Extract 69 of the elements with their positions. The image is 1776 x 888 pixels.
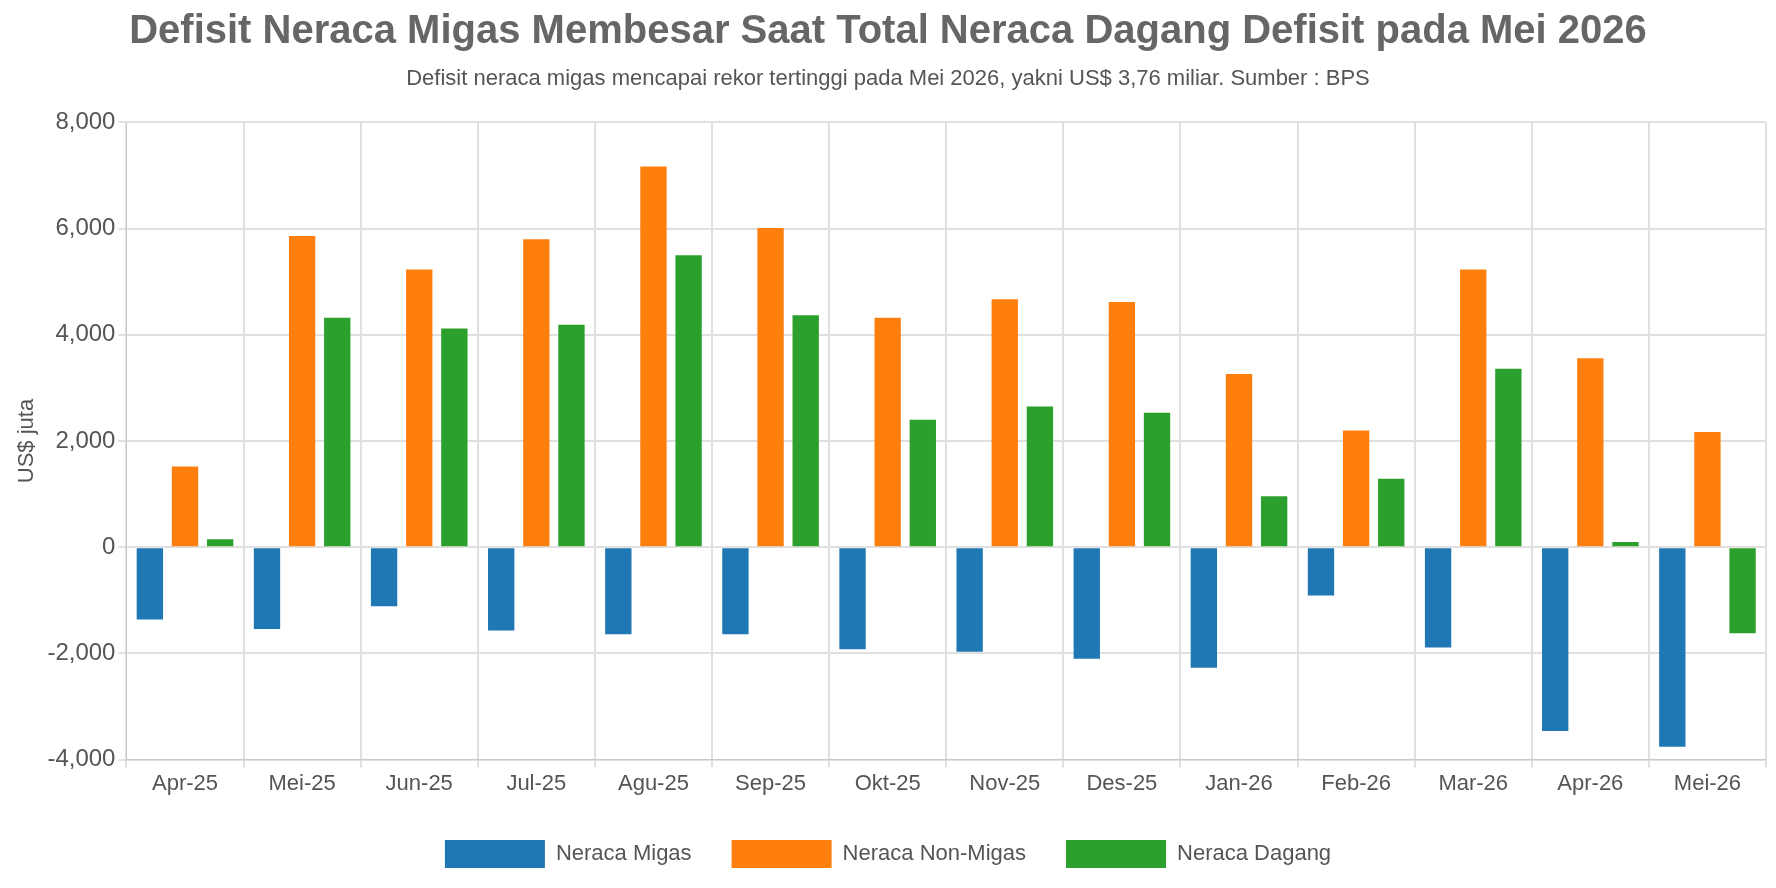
legend-label: Neraca Migas <box>555 840 692 866</box>
bar <box>874 317 901 547</box>
bar <box>675 255 702 547</box>
bar <box>640 166 667 547</box>
bar <box>370 548 398 607</box>
bar <box>1260 496 1288 547</box>
y-axis-title: US$ juta <box>13 398 39 484</box>
bar <box>441 328 468 547</box>
bar <box>792 315 819 547</box>
bar <box>1225 374 1253 547</box>
y-tick-label: 8,000 <box>55 107 116 135</box>
bar <box>136 548 164 620</box>
bar <box>1495 368 1522 547</box>
x-tick-label: Jul-25 <box>506 769 567 795</box>
bar <box>1659 548 1686 747</box>
bar <box>1460 269 1487 547</box>
legend-label: Neraca Non-Migas <box>842 840 1027 866</box>
bar <box>1307 548 1335 596</box>
bar <box>288 236 316 547</box>
x-tick-label: Sep-25 <box>735 769 807 795</box>
x-tick-label: Mei-26 <box>1673 769 1742 795</box>
y-tick-label: 4,000 <box>55 319 116 347</box>
bar <box>488 548 515 631</box>
bar <box>1424 548 1452 648</box>
x-tick-label: Des-25 <box>1086 769 1158 795</box>
bar <box>1073 548 1100 659</box>
bar <box>1542 548 1569 731</box>
bar <box>1190 548 1218 668</box>
x-tick-label: Mei-25 <box>268 769 336 795</box>
x-tick-label: Jan-26 <box>1205 769 1273 795</box>
x-tick-label: Agu-25 <box>617 769 689 795</box>
bar <box>171 466 199 547</box>
bar <box>324 317 351 547</box>
legend-label: Neraca Dagang <box>1177 840 1332 866</box>
x-tick-label: Nov-25 <box>969 769 1041 795</box>
y-tick-label: -2,000 <box>47 638 116 666</box>
bar <box>757 228 784 547</box>
y-tick-label: -4,000 <box>47 744 116 772</box>
bar <box>991 299 1018 547</box>
bar <box>1694 431 1721 547</box>
bar <box>1342 430 1370 547</box>
x-tick-label: Apr-25 <box>151 769 219 795</box>
bar <box>909 419 936 547</box>
bar <box>406 269 433 547</box>
bar <box>839 548 866 650</box>
y-tick-label: 2,000 <box>55 425 116 453</box>
y-tick-label: 0 <box>102 531 116 559</box>
bar <box>558 324 585 547</box>
bar <box>253 548 281 629</box>
bar <box>1577 358 1604 547</box>
x-tick-label: Jun-25 <box>385 769 453 795</box>
y-tick-label: 6,000 <box>55 213 116 241</box>
bar <box>523 239 550 547</box>
bar <box>722 548 749 635</box>
bar <box>956 548 983 652</box>
x-tick-label: Feb-26 <box>1321 769 1391 795</box>
bar <box>605 548 632 635</box>
chart-subtitle: Defisit neraca migas mencapai rekor tertinggi pada Mei 2026, yakni US$ 3,76 miliar. Sumber : BPS <box>406 65 1370 91</box>
bar <box>206 539 234 547</box>
x-tick-label: Mar-26 <box>1438 769 1509 795</box>
bar <box>1378 478 1405 547</box>
bar <box>1108 301 1136 547</box>
bar <box>1612 541 1639 547</box>
bar <box>1026 406 1054 547</box>
chart-title: Defisit Neraca Migas Membesar Saat Total Neraca Dagang Defisit pada Mei 2026 <box>129 7 1647 52</box>
bar <box>1729 548 1756 634</box>
x-tick-label: Apr-26 <box>1557 769 1624 795</box>
bar <box>1143 412 1171 547</box>
x-tick-label: Okt-25 <box>854 769 921 795</box>
